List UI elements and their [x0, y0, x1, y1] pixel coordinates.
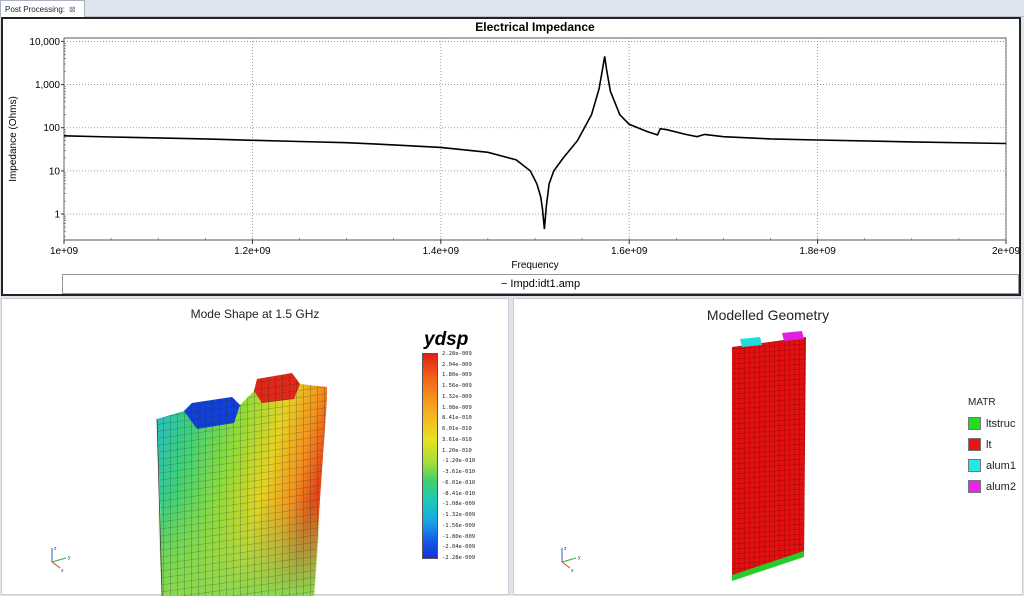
colorbar-label: 1.80e-009: [442, 372, 472, 379]
colorbar-label: -3.61e-010: [442, 469, 476, 476]
colorbar-labels: 2.28e-009 2.04e-009 1.80e-009 1.56e-009 1.32…: [442, 351, 502, 561]
material-swatch: [968, 459, 981, 472]
colorbar-label: 1.08e-009: [442, 404, 472, 411]
geometry-title: Modelled Geometry: [706, 307, 830, 323]
chart-legend: − Impd:idt1.amp: [62, 274, 1019, 294]
material-legend-item: lt: [968, 438, 992, 451]
y-axis-label: Impedance (Ohms): [8, 96, 19, 182]
x-tick-label: 1.4e+09: [423, 246, 460, 257]
colorbar-label: 6.01e-010: [442, 426, 472, 433]
x-axis-label: Frequency: [511, 260, 558, 271]
axis-y-label: y: [68, 555, 71, 561]
material-label: alum1: [986, 459, 1016, 472]
mode-shape-title: Mode Shape at 1.5 GHz: [190, 307, 320, 321]
matr-legend-title: MATR: [968, 397, 996, 408]
series-line-impd: [63, 56, 1007, 230]
x-tick-label: 1e+09: [50, 246, 79, 257]
axis-y-label: y: [578, 555, 581, 561]
colorbar-label: -1.32e-009: [442, 512, 476, 519]
y-tick-label: 10: [49, 166, 61, 177]
material-label: lt: [986, 438, 992, 451]
mode-shape-mesh: [156, 373, 327, 596]
legend-entry-impd: − Impd:idt1.amp: [500, 278, 581, 290]
material-swatch: [968, 480, 981, 493]
tab-label: Post Processing:: [5, 4, 66, 14]
x-tick-label: 1.6e+09: [611, 246, 648, 257]
colorbar-label: -6.01e-010: [442, 479, 476, 486]
x-tick-label: 2e+09: [992, 246, 1019, 257]
colorbar-label: -1.80e-009: [442, 533, 476, 540]
close-icon[interactable]: ⊠: [69, 4, 76, 14]
axes-triad-icon: z y x: [561, 546, 581, 574]
editor-tab-bar: Post Processing: ⊠: [0, 0, 1024, 17]
colorbar-label: 1.20e-010: [442, 447, 472, 454]
tab-post-processing[interactable]: Post Processing: ⊠: [0, 0, 85, 17]
axis-z-label: z: [54, 546, 57, 552]
material-legend-item: ltstruc: [968, 417, 1015, 430]
material-swatch: [968, 438, 981, 451]
x-tick-label: 1.2e+09: [234, 246, 271, 257]
colorbar-label: -1.08e-009: [442, 501, 476, 508]
y-tick-label: 10,000: [29, 37, 60, 48]
colorbar-label: -1.56e-009: [442, 522, 476, 529]
colorbar-label: 1.32e-009: [442, 393, 472, 400]
material-swatch: [968, 417, 981, 430]
material-label: ltstruc: [986, 417, 1016, 430]
colorbar-label: -1.20e-010: [442, 458, 476, 465]
colorbar-label: 2.28e-009: [442, 351, 472, 357]
modelled-geometry-view[interactable]: Modelled Geometry MATR ltstruc lt alum1 alu…: [513, 298, 1023, 595]
colorbar-label: -2.04e-009: [442, 544, 476, 551]
impedance-chart: Electrical Impedance 1 10 100 1,000 10,000 1e+…: [8, 20, 1019, 271]
y-tick-label: 1: [54, 210, 60, 221]
colorbar-label: -8.41e-010: [442, 490, 476, 497]
colorbar-label: 8.41e-010: [442, 415, 472, 422]
colorbar-label: 2.04e-009: [442, 361, 472, 368]
y-tick-label: 1,000: [35, 80, 60, 91]
material-label: alum2: [986, 480, 1016, 493]
material-legend-item: alum1: [968, 459, 1016, 472]
material-legend-item: alum2: [968, 480, 1016, 493]
axes-triad-icon: z y x: [51, 546, 71, 574]
colorbar: [422, 353, 438, 559]
chart-title: Electrical Impedance: [475, 20, 595, 34]
geometry-mesh: [732, 331, 806, 581]
colorbar-label: 1.56e-009: [442, 383, 472, 390]
y-tick-label: 100: [43, 123, 60, 134]
colorbar-label: -2.28e-009: [442, 555, 476, 561]
axis-z-label: z: [564, 546, 567, 552]
x-tick-label: 1.8e+09: [799, 246, 836, 257]
mode-shape-view[interactable]: Mode Shape at 1.5 GHz ydsp: [1, 298, 509, 596]
impedance-chart-panel: Electrical Impedance 1 10 100 1,000 10,000 1e+…: [1, 17, 1021, 296]
axis-x-label: x: [61, 568, 64, 574]
scalar-name: ydsp: [424, 329, 469, 350]
colorbar-label: 3.61e-010: [442, 436, 472, 443]
axis-x-label: x: [571, 568, 574, 574]
